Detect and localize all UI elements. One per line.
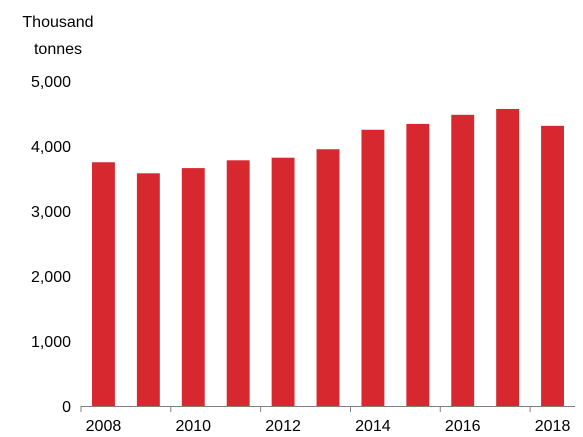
y-axis-label-line-1: Thousand xyxy=(22,14,93,31)
bar-2013 xyxy=(316,149,340,406)
y-axis-ticks: 0 1,000 2,000 3,000 4,000 5,000 xyxy=(31,74,71,416)
y-tick-label: 2,000 xyxy=(31,269,71,286)
bar-2010 xyxy=(181,168,205,406)
y-axis-label: Thousand tonnes xyxy=(22,14,93,58)
bar-2017 xyxy=(496,108,520,406)
x-tick-label: 2014 xyxy=(355,418,391,435)
bar-2011 xyxy=(226,160,250,406)
bar-2016 xyxy=(451,114,475,407)
bar-2014 xyxy=(361,129,385,406)
bar-2012 xyxy=(271,157,295,406)
y-tick-label: 1,000 xyxy=(31,334,71,351)
x-tick-label: 2016 xyxy=(445,418,481,435)
y-tick-label: 3,000 xyxy=(31,204,71,221)
y-tick-label: 4,000 xyxy=(31,139,71,156)
x-tick-label: 2008 xyxy=(86,418,122,435)
y-tick-label: 0 xyxy=(62,399,71,416)
y-axis-label-line-2: tonnes xyxy=(34,41,82,58)
x-axis-tick-labels: 2008 2010 2012 2014 2016 2018 xyxy=(86,418,571,435)
y-tick-label: 5,000 xyxy=(31,74,71,91)
bars xyxy=(92,108,564,407)
x-axis xyxy=(80,406,575,412)
x-tick-label: 2010 xyxy=(175,418,211,435)
x-tick-label: 2018 xyxy=(535,418,571,435)
bar-2018 xyxy=(541,125,564,406)
bar-2008 xyxy=(92,162,115,406)
x-tick-label: 2012 xyxy=(265,418,301,435)
bar-2009 xyxy=(136,173,160,406)
bar-2015 xyxy=(406,123,430,407)
